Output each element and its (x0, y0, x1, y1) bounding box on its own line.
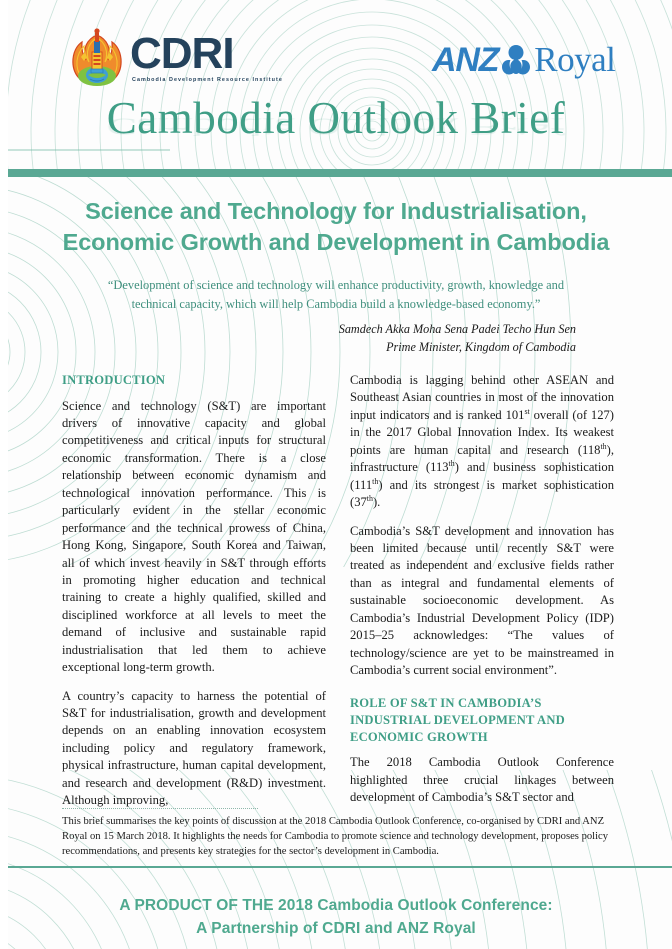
footer: A PRODUCT OF THE 2018 Cambodia Outlook C… (0, 880, 672, 949)
footer-line-1: A PRODUCT OF THE 2018 Cambodia Outlook C… (119, 897, 553, 914)
anz-royal-word: Royal (534, 40, 616, 79)
paragraph: A country’s capacity to harness the pote… (62, 688, 326, 808)
cdri-emblem-icon (72, 28, 122, 86)
right-column: Cambodia is lagging behind other ASEAN a… (350, 372, 614, 804)
quote-text: “Development of science and technology w… (107, 278, 565, 311)
anz-lotus-icon (502, 44, 531, 74)
ordinal-suffix: th (600, 441, 607, 451)
cdri-wordmark: CDRI Cambodia Development Resource Insti… (130, 29, 283, 83)
quote-attribution-name: Samdech Akka Moha Sena Padei Techo Hun S… (338, 322, 576, 337)
header-green-bar (8, 169, 672, 177)
article-title-line-2: Economic Growth and Development in Cambo… (62, 229, 610, 256)
quote-attribution-role: Prime Minister, Kingdom of Cambodia (386, 339, 576, 354)
article-title: Science and Technology for Industrialisa… (30, 196, 642, 258)
para-frag: ). (372, 495, 381, 510)
paragraph: Cambodia’s S&T development and innovatio… (350, 523, 614, 678)
quote-attribution: Samdech Akka Moha Sena Padei Techo Hun S… (86, 321, 586, 356)
footnote-divider (62, 808, 258, 809)
paragraph: The 2018 Cambodia Outlook Conference hig… (350, 755, 614, 805)
cdri-letters: CDRI (130, 29, 235, 79)
logo-row: CDRI Cambodia Development Resource Insti… (0, 0, 672, 100)
footnote-text: This brief summarises the key points of … (62, 816, 609, 858)
para-frag: ) and its strongest is market sophistica… (350, 477, 614, 510)
cdri-logo: CDRI Cambodia Development Resource Insti… (68, 27, 283, 89)
pull-quote: “Development of science and technology w… (86, 276, 586, 357)
anz-letters: ANZ (432, 40, 499, 79)
body-columns: INTRODUCTION Science and technology (S&T… (62, 372, 614, 807)
anz-royal-logo: ANZ Royal (432, 40, 616, 79)
left-margin-strip (0, 0, 8, 949)
paragraph: Cambodia is lagging behind other ASEAN a… (350, 372, 614, 512)
section-heading-line-1: ROLE OF S&T IN CAMBODIA’S (350, 696, 542, 711)
masthead-title-reflection: Cambodia Outlook Brief (106, 113, 566, 141)
left-column: INTRODUCTION Science and technology (S&T… (62, 372, 326, 807)
footnote-block: This brief summarises the key points of … (62, 808, 618, 859)
footer-line-2: A Partnership of CDRI and ANZ Royal (196, 920, 476, 938)
section-heading-line-3: ECONOMIC GROWTH (350, 729, 488, 744)
cdri-subtitle: Cambodia Development Resource Institute (132, 76, 283, 83)
section-heading-introduction: INTRODUCTION (62, 373, 166, 387)
header: CDRI Cambodia Development Resource Insti… (0, 0, 672, 170)
paragraph: Science and technology (S&T) are importa… (62, 398, 326, 675)
section-heading-role-of-st: ROLE OF S&T IN CAMBODIA’S INDUSTRIAL DEV… (350, 695, 614, 745)
section-heading-line-2: INDUSTRIAL DEVELOPMENT AND (350, 713, 565, 728)
article-title-line-1: Science and Technology for Industrialisa… (85, 198, 587, 224)
footer-divider-line (8, 866, 672, 868)
